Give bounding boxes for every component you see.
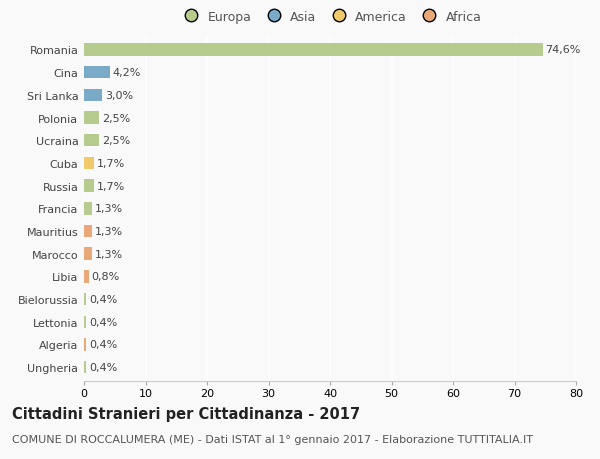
Bar	[84, 180, 94, 192]
Text: 74,6%: 74,6%	[545, 45, 581, 55]
Bar	[84, 157, 94, 170]
Text: 0,4%: 0,4%	[89, 363, 117, 372]
Text: 0,8%: 0,8%	[91, 272, 119, 282]
Bar	[84, 293, 86, 306]
Text: 0,4%: 0,4%	[89, 317, 117, 327]
Bar	[84, 248, 92, 260]
Text: 0,4%: 0,4%	[89, 340, 117, 350]
Text: 3,0%: 3,0%	[105, 90, 133, 101]
Bar	[84, 338, 86, 351]
Bar	[84, 361, 86, 374]
Text: 1,3%: 1,3%	[94, 204, 122, 214]
Bar	[84, 67, 110, 79]
Text: 1,7%: 1,7%	[97, 158, 125, 168]
Text: 1,3%: 1,3%	[94, 226, 122, 236]
Bar	[84, 316, 86, 328]
Text: Cittadini Stranieri per Cittadinanza - 2017: Cittadini Stranieri per Cittadinanza - 2…	[12, 406, 360, 421]
Bar	[84, 90, 103, 102]
Bar	[84, 44, 543, 56]
Text: 1,7%: 1,7%	[97, 181, 125, 191]
Text: 4,2%: 4,2%	[112, 68, 140, 78]
Legend: Europa, Asia, America, Africa: Europa, Asia, America, Africa	[179, 11, 481, 23]
Text: 1,3%: 1,3%	[94, 249, 122, 259]
Bar	[84, 112, 100, 124]
Text: COMUNE DI ROCCALUMERA (ME) - Dati ISTAT al 1° gennaio 2017 - Elaborazione TUTTIT: COMUNE DI ROCCALUMERA (ME) - Dati ISTAT …	[12, 434, 533, 444]
Bar	[84, 270, 89, 283]
Bar	[84, 202, 92, 215]
Text: 0,4%: 0,4%	[89, 294, 117, 304]
Bar	[84, 225, 92, 238]
Text: 2,5%: 2,5%	[102, 136, 130, 146]
Bar	[84, 134, 100, 147]
Text: 2,5%: 2,5%	[102, 113, 130, 123]
